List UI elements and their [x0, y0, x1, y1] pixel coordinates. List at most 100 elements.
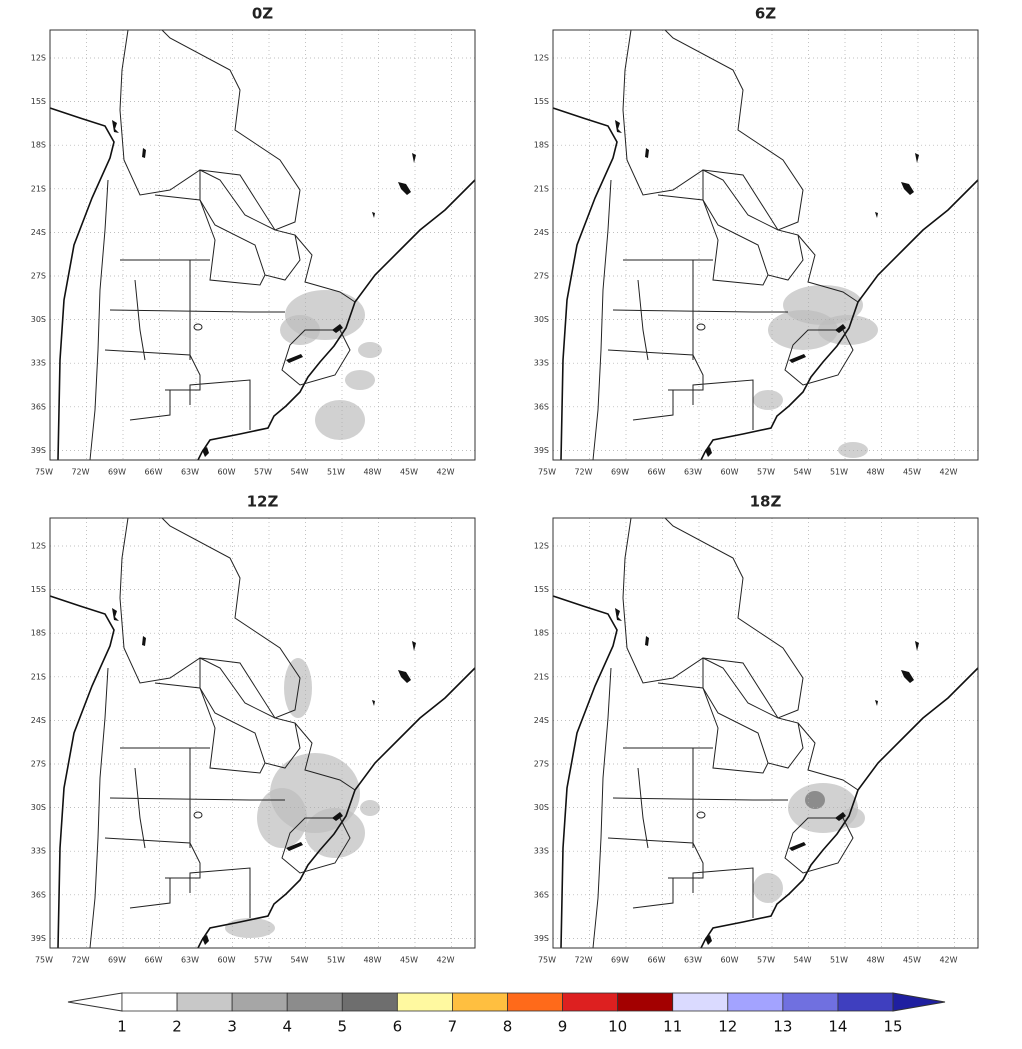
- lat-tick-label: 18S: [534, 141, 549, 150]
- lon-tick-label: 45W: [400, 468, 418, 477]
- map-panel: 12S 15S 18S 21S 24S 27S 30S 33S 36S 39S 75W 72W 69W 6…: [31, 493, 476, 965]
- colorbar-label: 2: [172, 1018, 182, 1036]
- colorbar-box: [341, 992, 398, 1012]
- lon-tick-label: 75W: [35, 956, 53, 965]
- colorbar-box: [121, 992, 178, 1012]
- lon-tick-label: 60W: [217, 468, 235, 477]
- lon-tick-label: 60W: [720, 956, 738, 965]
- lon-tick-label: 54W: [793, 956, 811, 965]
- lat-tick-label: 33S: [31, 847, 46, 856]
- lat-tick-label: 33S: [31, 359, 46, 368]
- shaded-area: [805, 791, 825, 809]
- lat-tick-label: 30S: [31, 315, 46, 324]
- lon-tick-label: 72W: [71, 956, 89, 965]
- colorbar-extend-low: [67, 992, 123, 1012]
- lat-tick-label: 18S: [534, 629, 549, 638]
- lon-tick-label: 42W: [436, 956, 454, 965]
- lon-tick-label: 63W: [684, 468, 702, 477]
- lon-tick-label: 51W: [830, 956, 848, 965]
- shaded-area: [753, 873, 783, 903]
- lat-tick-label: 15S: [534, 97, 549, 106]
- lat-tick-label: 12S: [31, 542, 46, 551]
- lat-tick-label: 30S: [534, 803, 549, 812]
- lat-tick-label: 24S: [534, 716, 549, 725]
- lat-tick-label: 15S: [534, 585, 549, 594]
- map-panel: 12S 15S 18S 21S 24S 27S 30S 33S 36S 39S 75W 72W 69W 6…: [534, 493, 979, 965]
- panel-frame: [552, 517, 979, 949]
- shaded-area: [768, 310, 838, 350]
- colorbar-label: 15: [883, 1018, 902, 1036]
- lon-tick-label: 60W: [217, 956, 235, 965]
- panel-title: 18Z: [750, 493, 782, 511]
- colorbar-extend-high: [892, 992, 946, 1012]
- lon-tick-label: 45W: [400, 956, 418, 965]
- lon-tick-label: 66W: [647, 956, 665, 965]
- colorbar-box: [562, 992, 619, 1012]
- lat-tick-label: 36S: [31, 890, 46, 899]
- colorbar-label: 13: [773, 1018, 792, 1036]
- panel-frame: [49, 517, 476, 949]
- lon-tick-label: 60W: [720, 468, 738, 477]
- shaded-area: [345, 370, 375, 390]
- lon-tick-label: 75W: [35, 468, 53, 477]
- lon-tick-label: 72W: [574, 468, 592, 477]
- map-panel: 12S 15S 18S 21S 24S 27S 30S 33S 36S 39S 75W 72W 69W 6…: [534, 5, 979, 477]
- lon-tick-label: 72W: [71, 468, 89, 477]
- lat-tick-label: 21S: [534, 672, 549, 681]
- colorbar-box: [452, 992, 508, 1012]
- lon-tick-label: 75W: [538, 956, 556, 965]
- lat-tick-label: 33S: [534, 359, 549, 368]
- lon-tick-label: 63W: [181, 956, 199, 965]
- lat-tick-label: 18S: [31, 629, 46, 638]
- lat-tick-label: 24S: [31, 228, 46, 237]
- shaded-area: [360, 800, 380, 816]
- lon-tick-label: 69W: [611, 956, 629, 965]
- shaded-area: [838, 442, 868, 458]
- lat-tick-label: 12S: [534, 542, 549, 551]
- lat-tick-label: 12S: [534, 54, 549, 63]
- colorbar-box: [672, 992, 729, 1012]
- lon-tick-label: 69W: [108, 468, 126, 477]
- lat-tick-label: 30S: [534, 315, 549, 324]
- panels: 12S 15S 18S 21S 24S 27S 30S 33S 36S 39S 75W 72W 69W 6…: [31, 5, 979, 965]
- lat-tick-label: 18S: [31, 141, 46, 150]
- colorbar-label: 9: [558, 1018, 568, 1036]
- shaded-area: [753, 390, 783, 410]
- panel-title: 0Z: [252, 5, 273, 23]
- lon-tick-label: 75W: [538, 468, 556, 477]
- lon-tick-label: 54W: [290, 468, 308, 477]
- lat-tick-label: 27S: [534, 272, 549, 281]
- lat-tick-label: 15S: [31, 97, 46, 106]
- lat-tick-label: 33S: [534, 847, 549, 856]
- lon-tick-label: 54W: [290, 956, 308, 965]
- lat-tick-label: 12S: [31, 54, 46, 63]
- lon-tick-label: 48W: [363, 956, 381, 965]
- lon-tick-label: 51W: [327, 468, 345, 477]
- lon-tick-label: 51W: [327, 956, 345, 965]
- lon-tick-label: 45W: [903, 468, 921, 477]
- lon-tick-label: 63W: [181, 468, 199, 477]
- lon-tick-label: 42W: [939, 468, 957, 477]
- colorbar-box: [176, 992, 233, 1012]
- colorbar-label: 10: [608, 1018, 627, 1036]
- panel-title: 12Z: [247, 493, 279, 511]
- lon-tick-label: 57W: [254, 956, 272, 965]
- lat-tick-label: 15S: [31, 585, 46, 594]
- shaded-area: [280, 315, 320, 345]
- colorbar-box: [782, 992, 839, 1012]
- colorbar: 1 2 3 4 5 6 7 8 9 10 11 12 13 14 15: [67, 992, 946, 1036]
- panel-title: 6Z: [755, 5, 776, 23]
- lon-tick-label: 51W: [830, 468, 848, 477]
- lat-tick-label: 39S: [534, 934, 549, 943]
- lon-tick-label: 66W: [144, 956, 162, 965]
- lon-tick-label: 54W: [793, 468, 811, 477]
- lat-tick-label: 36S: [534, 890, 549, 899]
- colorbar-label: 5: [338, 1018, 348, 1036]
- lon-tick-label: 48W: [866, 956, 884, 965]
- lat-tick-label: 39S: [31, 446, 46, 455]
- colorbar-label: 12: [718, 1018, 737, 1036]
- panel-frame: [552, 29, 979, 461]
- colorbar-box: [727, 992, 784, 1012]
- colorbar-label: 8: [503, 1018, 513, 1036]
